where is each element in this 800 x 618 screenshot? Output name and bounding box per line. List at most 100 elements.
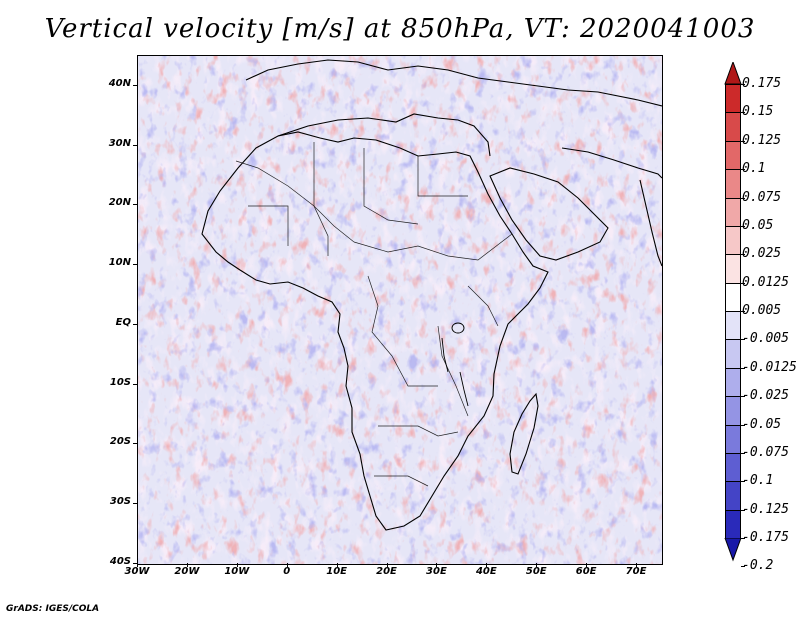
border-line [313,142,329,256]
border-line [353,233,513,261]
field-downdraft-texture [138,56,662,564]
y-tick-mark [133,443,137,445]
vertical-velocity-map [138,56,662,564]
x-tick-mark [236,563,238,567]
colorbar-tick [741,197,745,199]
x-tick-mark [486,563,488,567]
colorbar-tick [741,84,745,85]
y-tick-label: 40N [108,77,131,89]
colorbar-label: 0.15 [742,104,774,120]
colorbar-tick [741,311,745,312]
border-line [417,156,468,197]
y-tick-label: 10S [109,376,131,388]
colorbar-label: -0.0125 [742,359,797,375]
colorbar-tick [741,509,745,511]
y-tick-mark [133,503,137,505]
lake-victoria [451,322,465,334]
colorbar-tick [741,396,745,398]
colorbar-swatch [725,339,741,369]
y-tick-label: 20N [108,197,131,209]
x-tick-label: 40E [475,566,497,577]
x-tick-label: 30W [124,566,150,577]
plot-title: Vertical velocity [m/s] at 850hPa, VT: 2… [44,14,756,44]
colorbar-label: -0.005 [742,331,789,347]
y-tick-label: EQ [115,316,131,328]
y-tick-mark [133,264,137,266]
x-tick-label: 10E [326,566,347,577]
africa-coastline [201,131,549,531]
x-tick-label: 20E [376,566,397,577]
colorbar-swatch [725,197,741,227]
border-line [363,148,419,225]
y-tick-mark [133,323,137,325]
colorbar-label: 0.005 [742,303,782,318]
colorbar-tick [741,481,745,483]
x-tick-label: 60E [575,566,597,577]
x-tick-mark [536,563,538,567]
colorbar-label: 0.125 [742,132,782,148]
colorbar-label: -0.05 [742,416,782,432]
x-tick-mark [286,563,288,567]
iran-coastline [561,147,662,179]
colorbar-swatch [725,424,741,454]
x-tick-label: 20W [174,566,200,577]
colorbar-label: -0.125 [742,501,789,517]
y-tick-mark [133,563,137,564]
colorbar-tick [741,367,745,369]
madagascar-coastline [509,392,539,475]
border-line [467,285,499,327]
y-tick-label: 30N [108,137,131,149]
y-tick-label: 20S [109,436,131,448]
y-tick-mark [133,204,137,206]
colorbar-label: 0.05 [742,217,774,233]
x-tick-mark [186,563,188,567]
x-tick-mark [586,563,588,567]
y-tick-mark [133,144,137,146]
europe-coastline [245,59,662,107]
colorbar-label: 0.075 [742,189,782,205]
border-line [437,325,469,417]
border-line [374,475,429,487]
grads-credit: GrADS: IGES/COLA [6,604,100,614]
y-tick-label: 10N [108,257,131,269]
x-tick-mark [336,563,338,567]
x-tick-mark [137,563,138,567]
mediterranean-coastline [277,113,491,157]
colorbar-top-arrow [724,62,742,85]
x-tick-label: 70E [625,566,647,577]
colorbar-label: 0.0125 [742,274,789,290]
border-line [378,425,459,437]
colorbar-label: -0.2 [742,558,774,574]
colorbar-swatch [725,140,741,171]
x-tick-mark [436,563,438,567]
country-borders [235,142,513,487]
x-tick-label: 0 [283,566,291,577]
colorbar-swatch [725,396,741,426]
colorbar-label: -0.1 [742,473,774,489]
colorbar-swatch [725,112,741,142]
colorbar-tick [741,339,745,341]
colorbar-swatch [725,367,741,398]
colorbar-tick [741,112,745,114]
colorbar-label: -0.025 [742,388,789,404]
border-line [248,205,289,246]
colorbar-label: 0.1 [742,161,766,177]
colorbar-swatch [725,509,741,539]
colorbar-label: 0.175 [742,76,782,91]
colorbar-label: -0.175 [742,530,789,545]
border-line [235,160,355,243]
colorbar-tick [741,424,745,426]
arabia-coastline [489,167,609,261]
colorbar-tick [741,169,745,171]
colorbar-tick [741,452,745,454]
colorbar-tick [741,140,745,142]
coastlines [201,59,662,531]
x-tick-mark [386,563,388,567]
y-tick-label: 40S [109,556,131,567]
colorbar-label: -0.075 [742,444,789,460]
border-line [367,275,438,387]
colorbar-swatch [725,282,741,312]
colorbar-tick [741,225,745,227]
lakes [441,322,469,407]
x-tick-mark [636,563,638,567]
